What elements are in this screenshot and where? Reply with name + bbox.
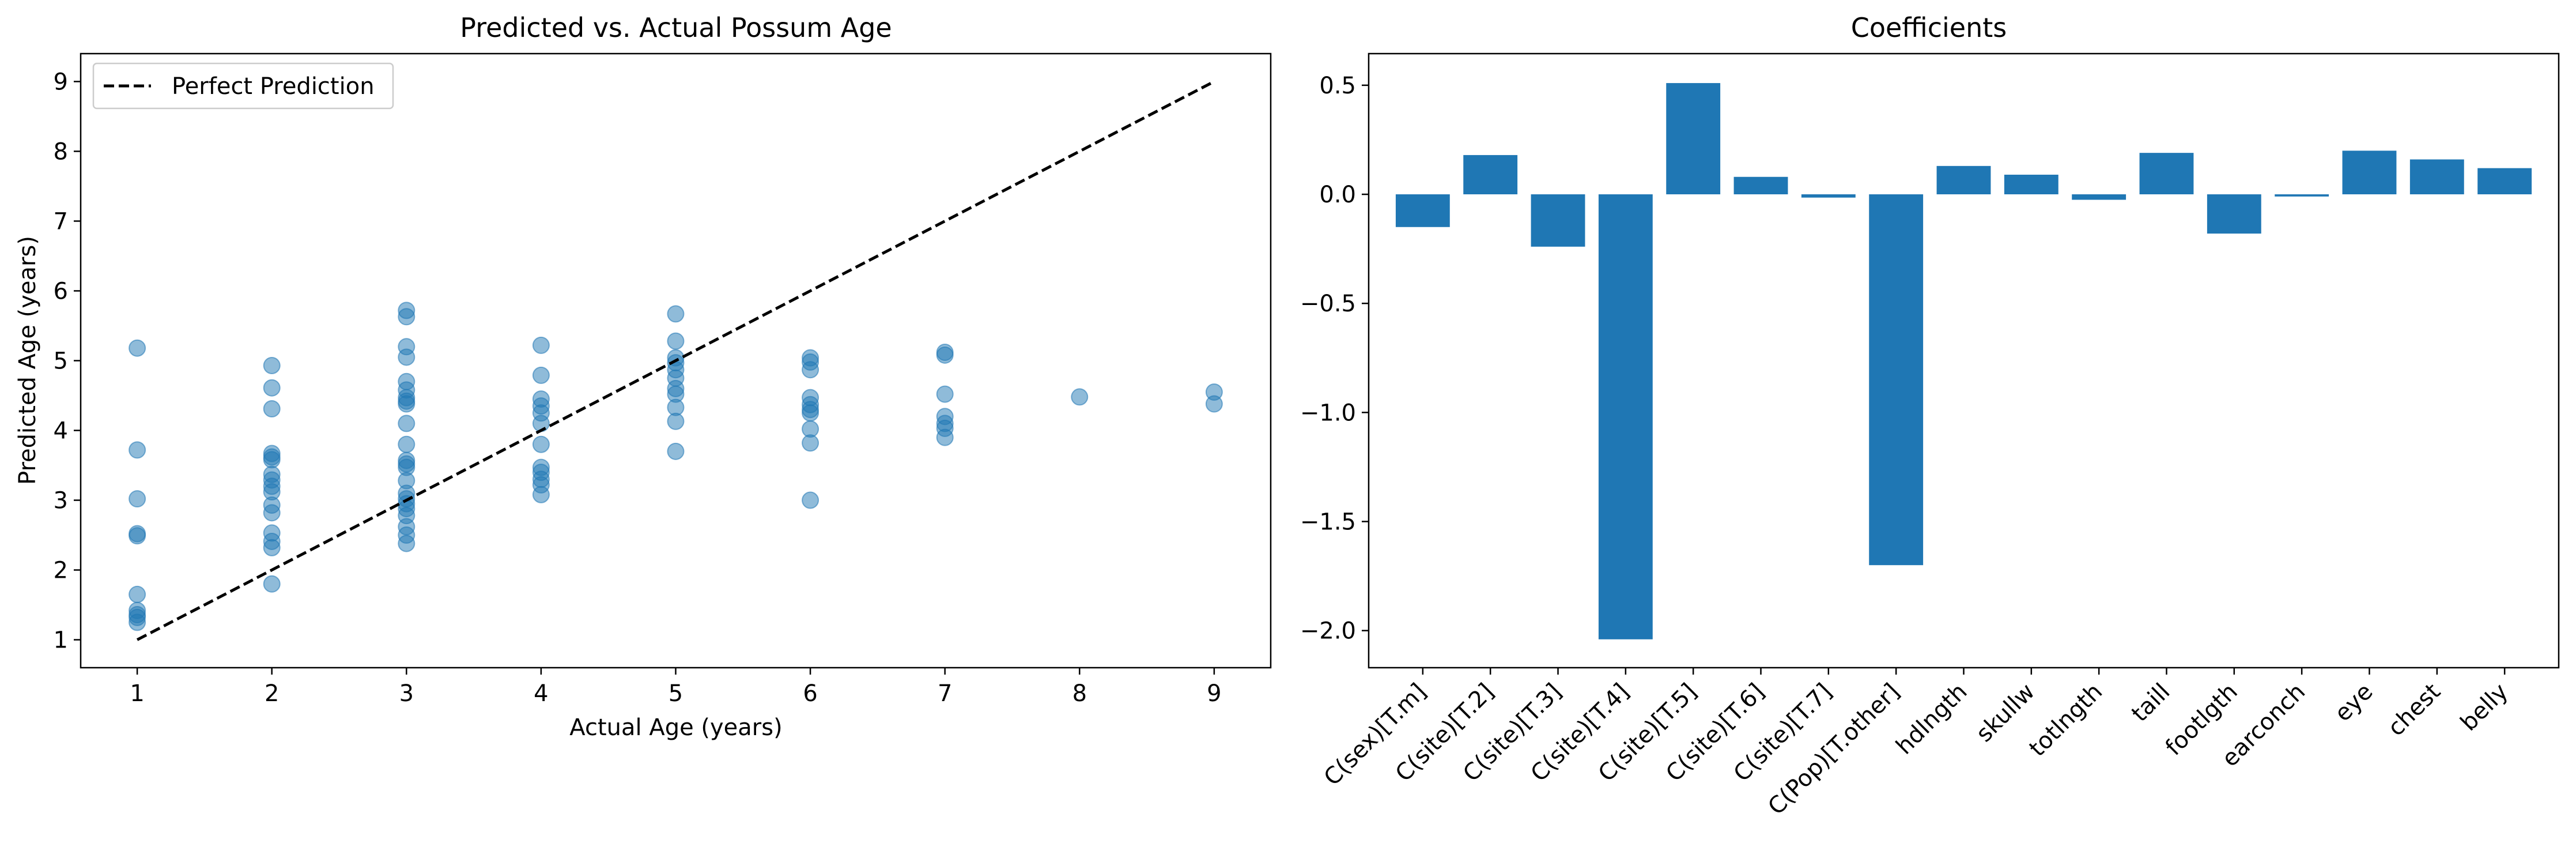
scatter-point [936, 346, 954, 364]
bar-y-tick-label: −1.0 [1300, 400, 1356, 426]
bar-y-tick-label: −0.5 [1300, 291, 1356, 317]
scatter-point [398, 435, 416, 453]
bar-c-site-t-4 [1598, 194, 1653, 639]
bar-y-ticks: 0.5 0.0 −0.5 −1.0 −1.5 −2.0 [1300, 73, 1369, 645]
scatter-point [802, 434, 819, 452]
scatter-point [263, 356, 281, 374]
bar-footlgth [2207, 194, 2261, 234]
bar-c-site-t-2 [1463, 155, 1518, 195]
scatter-x-tick-label: 8 [1072, 680, 1087, 707]
bar-y-tick-label: −1.5 [1300, 509, 1356, 536]
scatter-point [129, 339, 146, 357]
scatter-point [263, 400, 281, 418]
scatter-y-tick-label: 2 [54, 558, 68, 584]
scatter-point [532, 485, 550, 503]
scatter-y-tick-label: 8 [54, 138, 68, 165]
scatter-point [129, 527, 146, 545]
scatter-point [936, 428, 954, 446]
scatter-x-tick-label: 4 [534, 680, 548, 707]
scatter-axes-frame [80, 52, 1272, 669]
scatter-point [263, 451, 281, 469]
scatter-y-tick-label: 9 [54, 69, 68, 95]
legend-label: Perfect Prediction [172, 73, 375, 100]
scatter-y-tick-label: 6 [54, 278, 68, 304]
scatter-point [263, 575, 281, 593]
scatter-y-tick-label: 5 [54, 348, 68, 375]
scatter-x-ticks: 1 2 3 4 5 6 7 8 9 [130, 668, 1222, 707]
scatter-point [129, 490, 146, 508]
scatter-point [532, 366, 550, 384]
scatter-x-tick-label: 9 [1207, 680, 1221, 707]
bar-earconch [2275, 194, 2329, 197]
scatter-points [129, 302, 1223, 631]
bar-belly [2477, 168, 2532, 195]
scatter-y-tick-label: 7 [54, 208, 68, 235]
scatter-point [129, 585, 146, 603]
scatter-point [667, 442, 685, 460]
scatter-point [532, 435, 550, 453]
scatter-y-ticks: 1 2 3 4 5 6 7 8 9 [54, 69, 81, 654]
legend: Perfect Prediction [92, 62, 394, 110]
scatter-point [263, 539, 281, 556]
scatter-x-tick-label: 6 [803, 680, 817, 707]
scatter-x-tick-label: 5 [668, 680, 683, 707]
bar-c-pop-t-other [1869, 194, 1924, 566]
bar-c-site-t-7 [1801, 194, 1856, 198]
scatter-point [667, 332, 685, 350]
scatter-point [667, 412, 685, 430]
scatter-y-tick-label: 3 [54, 488, 68, 514]
scatter-title: Predicted vs. Actual Possum Age [460, 12, 892, 43]
scatter-point [398, 415, 416, 432]
scatter-point [263, 504, 281, 522]
scatter-point [667, 305, 685, 323]
scatter-y-tick-label: 1 [54, 627, 68, 654]
scatter-x-tick-label: 1 [130, 680, 144, 707]
scatter-point [532, 336, 550, 354]
bar-y-tick-label: 0.0 [1319, 182, 1356, 208]
bar-c-site-t-6 [1733, 176, 1788, 195]
perfect-prediction-line [136, 80, 1215, 641]
bar-y-tick-label: −2.0 [1300, 618, 1356, 645]
legend-box [92, 62, 394, 110]
scatter-point [936, 385, 954, 403]
bar-y-tick-label: 0.5 [1319, 73, 1356, 99]
scatter-point [1071, 388, 1089, 406]
bar-axes-frame [1368, 52, 2560, 669]
bar-c-sex-t-m [1395, 194, 1450, 227]
scatter-point [802, 491, 819, 509]
bars [1395, 83, 2532, 639]
scatter-point [398, 534, 416, 552]
scatter-point [129, 441, 146, 459]
scatter-point [263, 379, 281, 397]
scatter-point [398, 348, 416, 366]
scatter-point [398, 395, 416, 413]
scatter-x-axis-label: Actual Age (years) [569, 714, 782, 741]
bar-taill [2139, 153, 2194, 195]
bar-chest [2409, 159, 2464, 195]
scatter-y-axis-label: Predicted Age (years) [14, 236, 41, 485]
bar-c-site-t-3 [1531, 194, 1585, 247]
bar-eye [2342, 150, 2397, 195]
bar-hdlngth [1936, 165, 1991, 195]
scatter-x-tick-label: 2 [265, 680, 279, 707]
scatter-x-tick-label: 7 [938, 680, 952, 707]
scatter-y-tick-label: 4 [54, 418, 68, 445]
scatter-point [129, 613, 146, 631]
scatter-point [1205, 395, 1223, 413]
scatter-x-tick-label: 3 [399, 680, 414, 707]
scatter-point [802, 361, 819, 379]
bar-totlngth [2072, 194, 2126, 200]
bar-c-site-t-5 [1666, 83, 1721, 195]
bar-title: Coefficients [1851, 12, 2007, 43]
scatter-point [398, 308, 416, 326]
bar-skullw [2004, 174, 2058, 195]
scatter-panel: Predicted vs. Actual Possum Age 1 2 3 4 5 6 7 8… [14, 12, 1272, 741]
scatter-point [802, 404, 819, 422]
